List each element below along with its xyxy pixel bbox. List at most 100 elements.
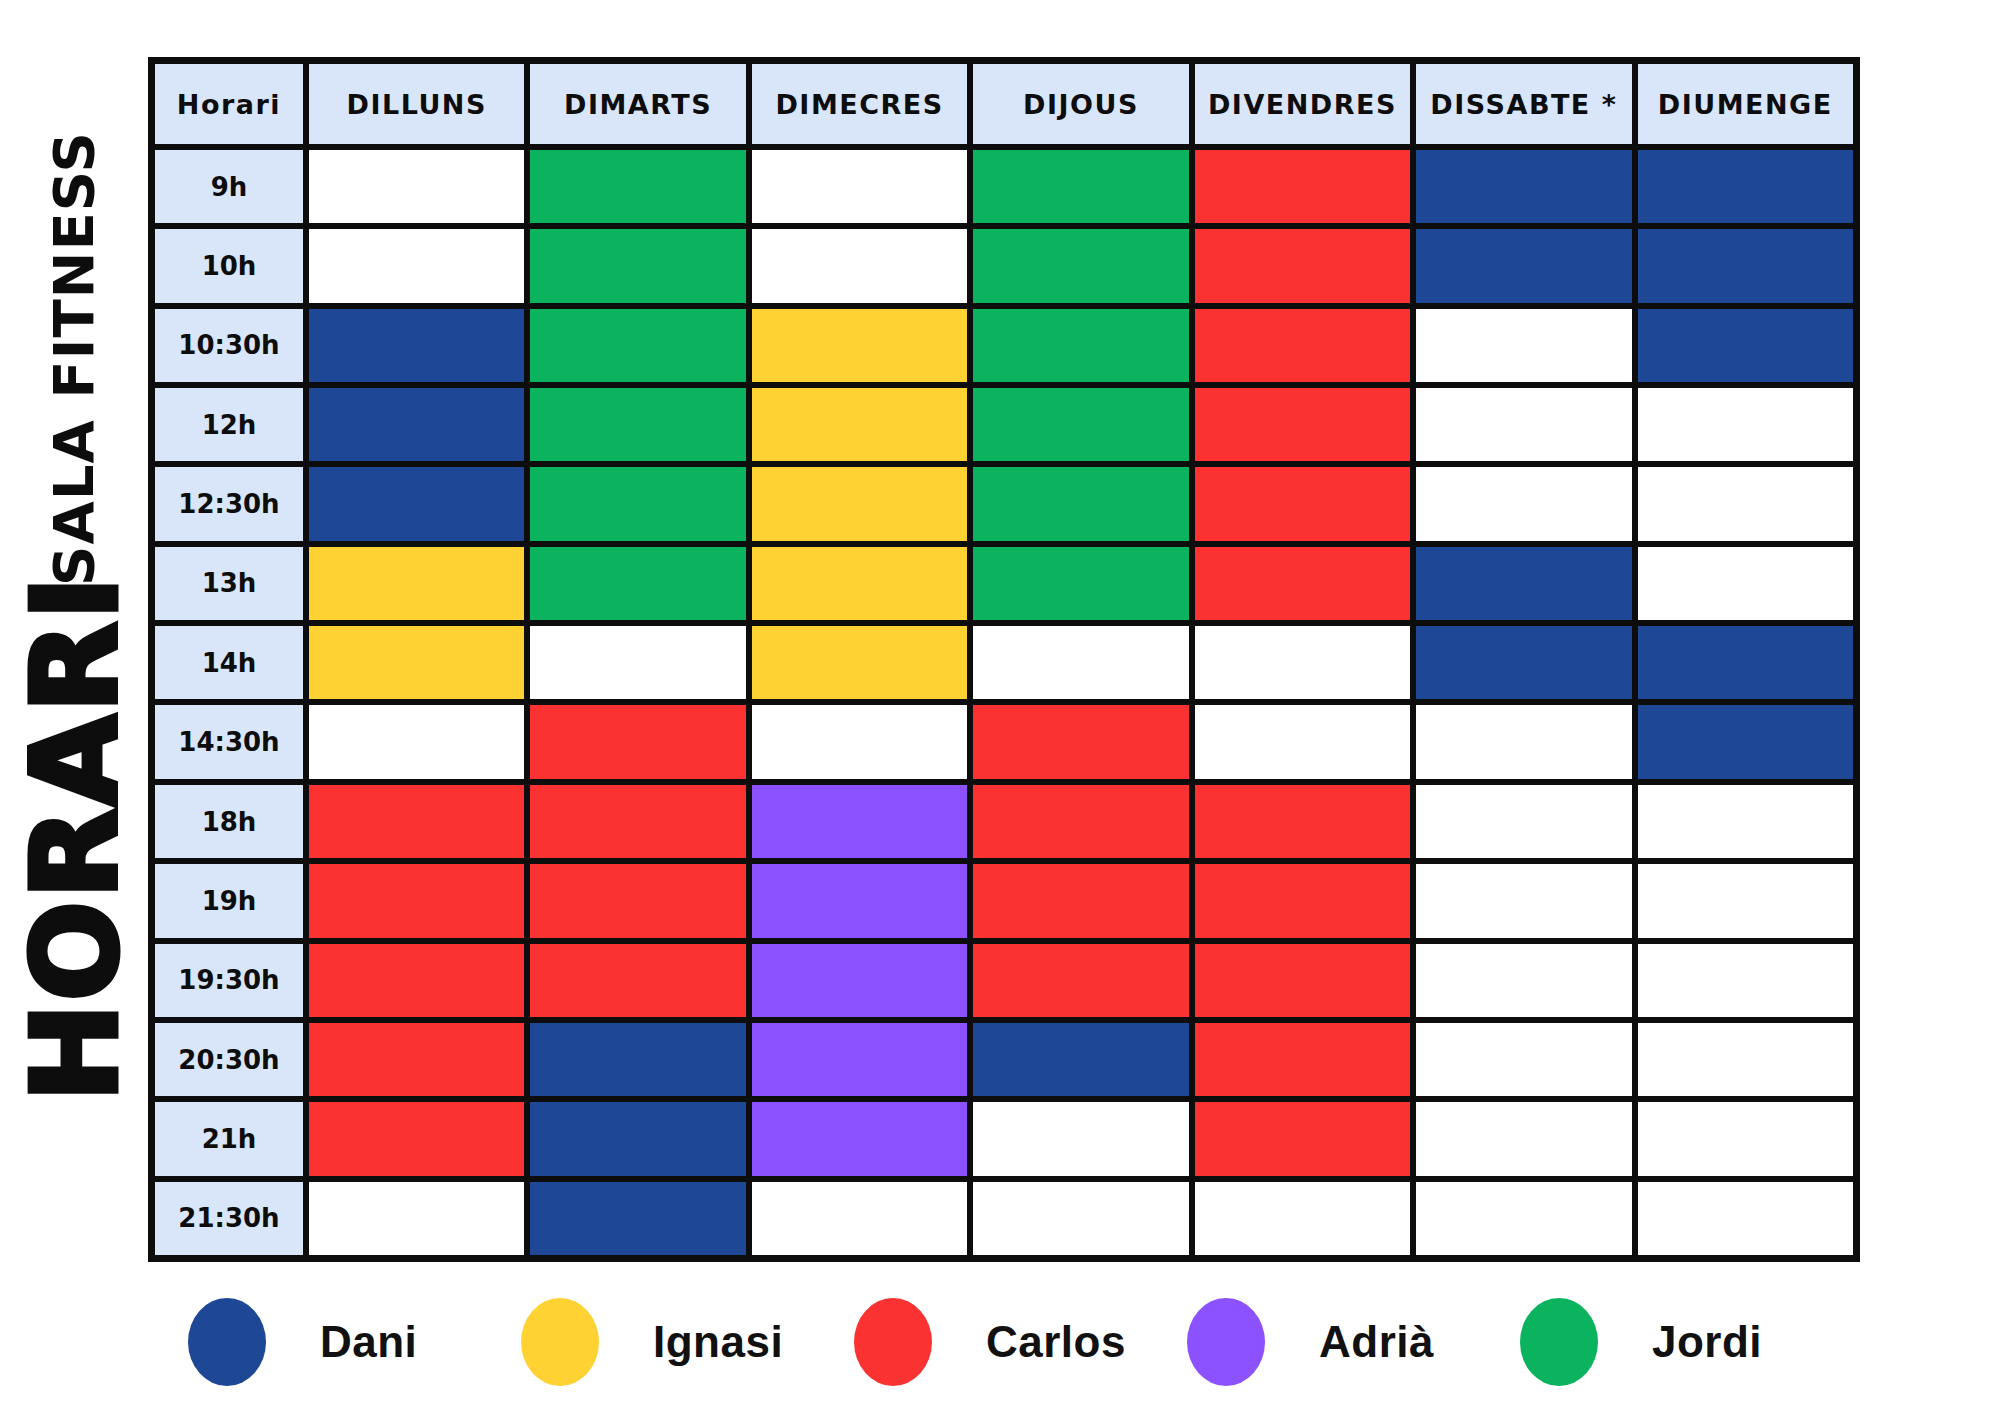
schedule-cell — [530, 785, 745, 858]
schedule-cell — [752, 626, 967, 699]
schedule-poster: SALA FITNESS HORARI HorariDILLUNSDIMARTS… — [0, 0, 2000, 1414]
legend-label: Adrià — [1319, 1317, 1434, 1367]
schedule-cell — [973, 626, 1188, 699]
schedule-cell — [1638, 1023, 1853, 1096]
schedule-cell — [1195, 1102, 1410, 1175]
schedule-cell — [530, 864, 745, 937]
schedule-cell — [530, 388, 745, 461]
schedule-cell — [752, 944, 967, 1017]
schedule-cell — [1416, 150, 1631, 223]
day-header-4: DIJOUS — [973, 64, 1188, 144]
time-label: 10h — [155, 229, 303, 302]
schedule-cell — [752, 467, 967, 540]
schedule-cell — [1416, 626, 1631, 699]
schedule-cell — [1638, 1182, 1853, 1255]
schedule-cell — [1638, 785, 1853, 858]
day-header-1: DILLUNS — [309, 64, 524, 144]
schedule-cell — [309, 150, 524, 223]
schedule-cell — [530, 150, 745, 223]
schedule-cell — [973, 388, 1188, 461]
legend-item-adria: Adrià — [1187, 1298, 1520, 1386]
schedule-cell — [1638, 467, 1853, 540]
schedule-cell — [1195, 864, 1410, 937]
schedule-cell — [973, 150, 1188, 223]
schedule-cell — [1638, 705, 1853, 778]
schedule-cell — [973, 1102, 1188, 1175]
schedule-cell — [752, 547, 967, 620]
schedule-cell — [530, 626, 745, 699]
schedule-cell — [530, 1023, 745, 1096]
time-label: 20:30h — [155, 1023, 303, 1096]
schedule-cell — [1195, 785, 1410, 858]
time-column-header: Horari — [155, 64, 303, 144]
schedule-cell — [1195, 547, 1410, 620]
sala-fitness-subtitle: SALA FITNESS — [6, 128, 140, 588]
schedule-cell — [1638, 150, 1853, 223]
schedule-cell — [752, 150, 967, 223]
schedule-cell — [309, 467, 524, 540]
schedule-cell — [752, 1182, 967, 1255]
schedule-cell — [530, 705, 745, 778]
day-header-3: DIMECRES — [752, 64, 967, 144]
schedule-cell — [309, 1182, 524, 1255]
schedule-cell — [530, 309, 745, 382]
legend-label: Dani — [320, 1317, 417, 1367]
schedule-cell — [1638, 547, 1853, 620]
schedule-cell — [309, 1102, 524, 1175]
legend-label: Carlos — [986, 1317, 1126, 1367]
horari-title: HORARI — [0, 580, 160, 1095]
schedule-cell — [973, 229, 1188, 302]
schedule-cell — [1195, 626, 1410, 699]
time-label: 18h — [155, 785, 303, 858]
schedule-cell — [530, 1102, 745, 1175]
schedule-cell — [1638, 1102, 1853, 1175]
schedule-cell — [309, 229, 524, 302]
legend-item-ignasi: Ignasi — [521, 1298, 854, 1386]
legend-color-dot — [1187, 1298, 1265, 1386]
schedule-cell — [309, 705, 524, 778]
schedule-cell — [1416, 944, 1631, 1017]
schedule-cell — [1195, 944, 1410, 1017]
schedule-cell — [1195, 467, 1410, 540]
legend-color-dot — [854, 1298, 932, 1386]
day-header-6: DISSABTE * — [1416, 64, 1631, 144]
time-label: 9h — [155, 150, 303, 223]
schedule-cell — [1416, 229, 1631, 302]
legend-item-dani: Dani — [188, 1298, 521, 1386]
schedule-cell — [752, 388, 967, 461]
legend-label: Ignasi — [653, 1317, 783, 1367]
schedule-cell — [1638, 388, 1853, 461]
schedule-cell — [1416, 388, 1631, 461]
schedule-cell — [1195, 150, 1410, 223]
schedule-cell — [1416, 864, 1631, 937]
schedule-cell — [309, 547, 524, 620]
day-header-2: DIMARTS — [530, 64, 745, 144]
schedule-cell — [973, 1023, 1188, 1096]
schedule-cell — [1416, 467, 1631, 540]
schedule-cell — [1195, 229, 1410, 302]
schedule-cell — [1416, 547, 1631, 620]
legend-item-carlos: Carlos — [854, 1298, 1187, 1386]
sala-fitness-subtitle-text: SALA FITNESS — [41, 131, 106, 586]
horari-title-text: HORARI — [6, 573, 144, 1101]
schedule-cell — [309, 1023, 524, 1096]
schedule-cell — [309, 864, 524, 937]
day-header-5: DIVENDRES — [1195, 64, 1410, 144]
schedule-cell — [309, 388, 524, 461]
schedule-cell — [752, 1023, 967, 1096]
schedule-cell — [1195, 705, 1410, 778]
time-label: 21:30h — [155, 1182, 303, 1255]
schedule-cell — [752, 229, 967, 302]
schedule-cell — [309, 309, 524, 382]
legend-color-dot — [188, 1298, 266, 1386]
time-label: 13h — [155, 547, 303, 620]
schedule-cell — [973, 467, 1188, 540]
schedule-cell — [1638, 309, 1853, 382]
schedule-cell — [1416, 1182, 1631, 1255]
legend-label: Jordi — [1652, 1317, 1762, 1367]
schedule-cell — [1195, 309, 1410, 382]
schedule-cell — [1638, 864, 1853, 937]
schedule-cell — [973, 309, 1188, 382]
schedule-cell — [973, 864, 1188, 937]
time-label: 12h — [155, 388, 303, 461]
